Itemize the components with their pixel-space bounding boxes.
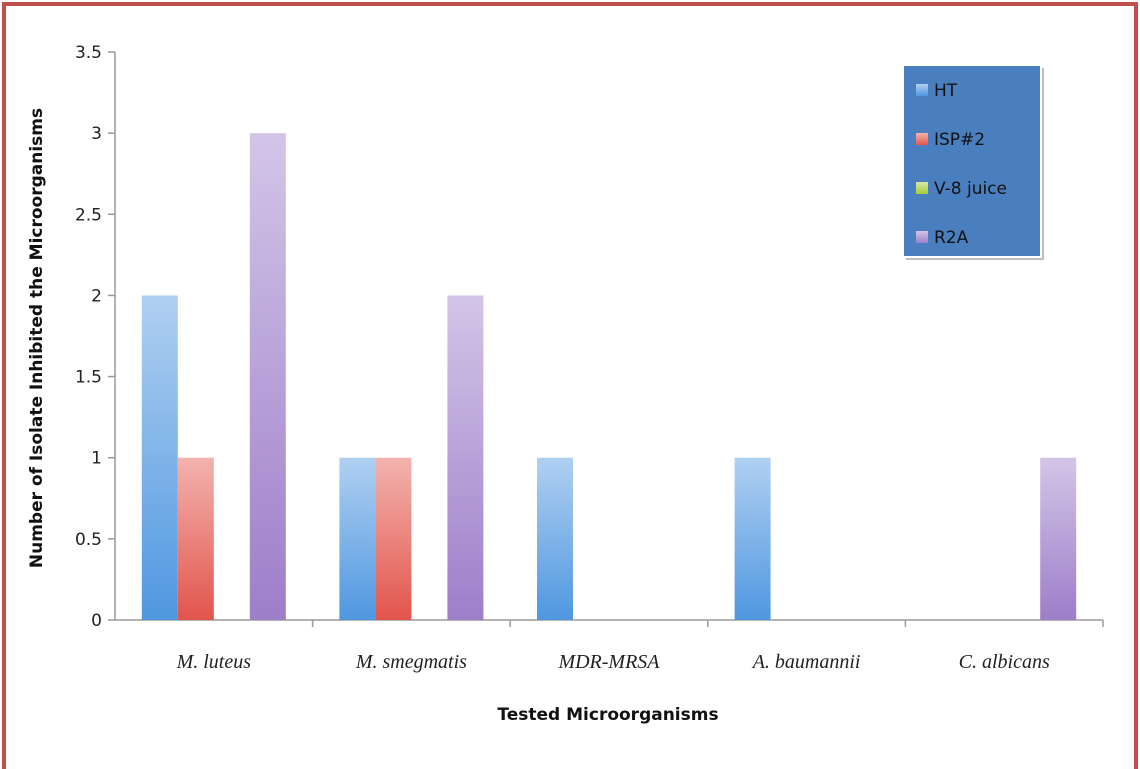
legend-swatch bbox=[916, 133, 928, 145]
y-tick-label: 1 bbox=[91, 449, 102, 469]
x-category-label: A. baumannii bbox=[751, 651, 861, 673]
y-axis-title: Number of Isolate Inhibited the Microorg… bbox=[27, 108, 47, 568]
bar-ht bbox=[141, 295, 178, 620]
chart-bars bbox=[141, 133, 1077, 620]
x-category-label: MDR-MRSA bbox=[557, 651, 660, 673]
legend-label: V-8 juice bbox=[934, 179, 1007, 199]
bar-ht bbox=[339, 457, 376, 620]
y-tick-label: 0.5 bbox=[75, 530, 102, 550]
bar-isp-2 bbox=[177, 457, 214, 620]
bar-r2a bbox=[1040, 457, 1077, 620]
legend-box bbox=[902, 64, 1042, 258]
legend-swatch bbox=[916, 182, 928, 194]
bar-ht bbox=[537, 457, 573, 620]
legend-label: ISP#2 bbox=[934, 130, 985, 150]
x-axis-categories: M. luteus M. smegmatis MDR-MRSA A. baumanni… bbox=[176, 620, 1104, 673]
legend-label: HT bbox=[934, 81, 958, 101]
chart-legend: HT ISP#2 V-8 juice R2A bbox=[902, 64, 1044, 260]
legend-swatch bbox=[916, 231, 928, 243]
x-category-label: C. albicans bbox=[959, 651, 1050, 673]
y-tick-label: 2.5 bbox=[75, 205, 102, 225]
y-tick-label: 0 bbox=[91, 611, 102, 631]
bar-r2a bbox=[249, 133, 286, 620]
y-tick-label: 3.5 bbox=[75, 43, 102, 63]
y-tick-label: 3 bbox=[91, 124, 102, 144]
x-category-label: M. luteus bbox=[176, 651, 252, 673]
x-category-label: M. smegmatis bbox=[355, 651, 467, 673]
legend-label: R2A bbox=[934, 228, 969, 248]
y-tick-label: 1.5 bbox=[75, 368, 102, 388]
y-tick-label: 2 bbox=[91, 286, 102, 306]
y-axis-ticks: 0 0.5 1 1.5 2 2.5 3 3.5 bbox=[75, 43, 115, 631]
bar-ht bbox=[734, 457, 771, 620]
bar-isp-2 bbox=[375, 457, 412, 620]
x-axis-title: Tested Microorganisms bbox=[497, 705, 718, 725]
legend-swatch bbox=[916, 84, 928, 96]
bar-r2a bbox=[447, 295, 484, 620]
